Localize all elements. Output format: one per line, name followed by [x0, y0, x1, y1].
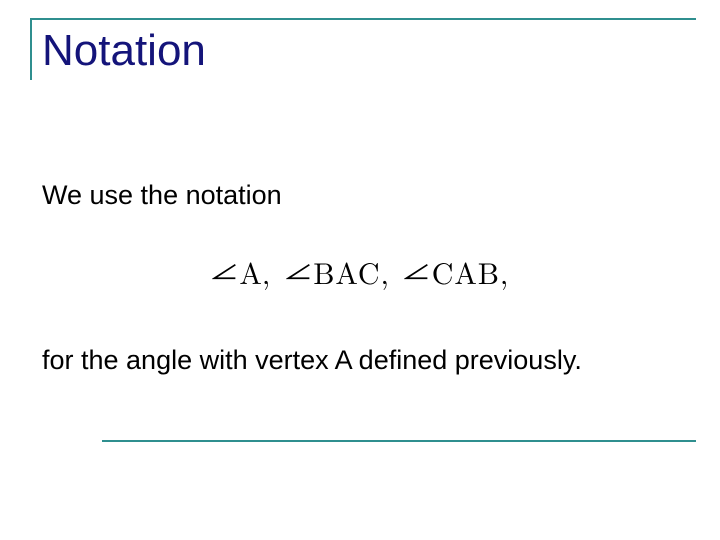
body-line-1: We use the notation — [42, 180, 282, 211]
angle-label: CAB — [432, 250, 500, 293]
angle-label: BAC — [313, 250, 380, 293]
angle-label: A — [239, 250, 262, 293]
angle-notation-formula: A, BAC, CAB, — [0, 250, 720, 293]
angle-icon — [404, 261, 429, 286]
bottom-rule — [102, 440, 696, 442]
slide-title: Notation — [42, 26, 206, 76]
left-rule — [30, 18, 32, 80]
body-line-2: for the angle with vertex A defined prev… — [42, 345, 582, 376]
slide: Notation We use the notation A, BAC, CAB… — [0, 0, 720, 540]
angle-icon — [286, 261, 311, 286]
top-rule — [30, 18, 696, 20]
angle-icon — [212, 261, 237, 286]
